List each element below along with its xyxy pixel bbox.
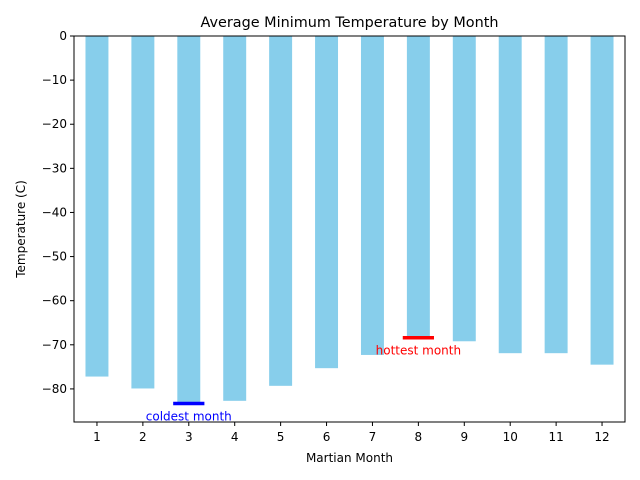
x-axis-label: Martian Month: [306, 451, 393, 465]
annotation-label: hottest month: [376, 344, 461, 358]
x-tick-label: 2: [139, 430, 147, 444]
bar-month-10: [498, 36, 522, 354]
bars-group: [85, 36, 614, 404]
x-axis: 1 2 3 4 5 6 7 8 9 10 11 12: [93, 422, 610, 444]
bar-month-4: [223, 36, 247, 401]
x-tick-label: 6: [323, 430, 331, 444]
x-tick-label: 3: [185, 430, 193, 444]
x-tick-label: 5: [277, 430, 285, 444]
bar-month-5: [269, 36, 293, 386]
y-axis-label: Temperature (C): [14, 180, 28, 279]
x-tick-label: 7: [369, 430, 377, 444]
y-tick-label: −10: [42, 73, 67, 87]
annotation-texts: coldest month hottest month: [146, 344, 461, 424]
bar-month-1: [85, 36, 109, 377]
x-tick-label: 12: [594, 430, 609, 444]
x-tick-label: 11: [548, 430, 563, 444]
x-tick-label: 10: [503, 430, 518, 444]
x-tick-label: 4: [231, 430, 239, 444]
bar-month-3: [177, 36, 201, 404]
x-tick-label: 9: [460, 430, 468, 444]
annotation-label: coldest month: [146, 409, 232, 423]
annotation-lines: [173, 335, 434, 406]
x-tick-label: 1: [93, 430, 101, 444]
bar-month-11: [544, 36, 568, 354]
y-axis: 0 −10 −20 −30 −40 −50 −60 −70 −80: [42, 29, 74, 396]
y-tick-label: −30: [42, 161, 67, 175]
bar-month-2: [131, 36, 155, 389]
bar-month-6: [315, 36, 339, 369]
bar-month-8: [406, 36, 430, 338]
y-tick-label: −50: [42, 250, 67, 264]
bar-month-9: [452, 36, 476, 342]
bar-month-7: [360, 36, 384, 355]
bar-month-12: [590, 36, 614, 365]
chart-title: Average Minimum Temperature by Month: [201, 15, 499, 31]
y-tick-label: 0: [59, 29, 67, 43]
y-tick-label: −70: [42, 338, 67, 352]
x-tick-label: 8: [415, 430, 423, 444]
y-tick-label: −40: [42, 205, 67, 219]
y-tick-label: −60: [42, 294, 67, 308]
y-tick-label: −80: [42, 382, 67, 396]
y-tick-label: −20: [42, 117, 67, 131]
plot-frame: [73, 35, 626, 423]
